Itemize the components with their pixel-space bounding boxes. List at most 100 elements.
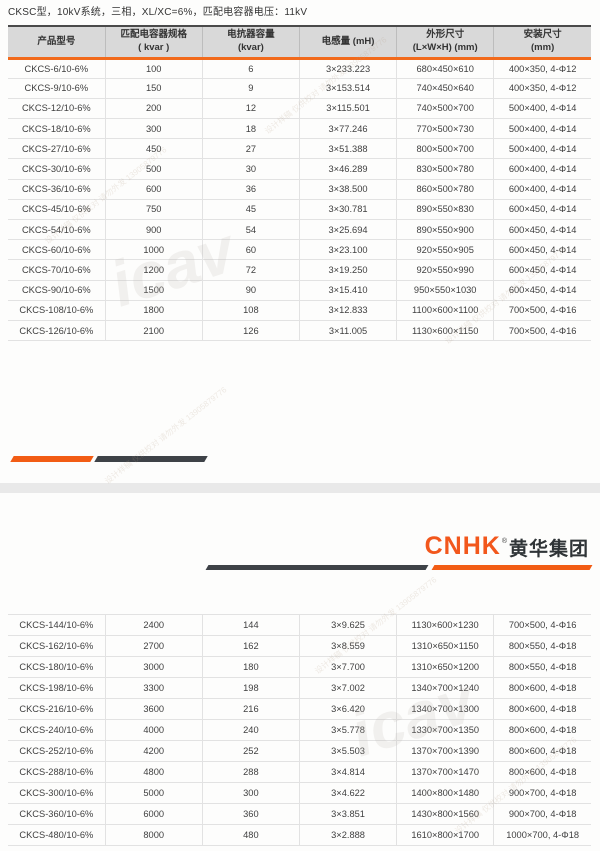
table-cell: 3×4.814 xyxy=(298,761,397,783)
table-cell: 144 xyxy=(201,614,300,636)
table-row: CKCS-162/10-6% 2700 162 3×8.559 1310×650×115… xyxy=(8,635,591,657)
table-cell: 162 xyxy=(201,635,300,657)
table-cell: 600×400, 4-Φ14 xyxy=(493,179,591,200)
table-cell: 1370×700×1390 xyxy=(396,740,494,762)
company-logo: CNHK ® 黄华集团 xyxy=(425,534,589,560)
table-cell: 680×450×610 xyxy=(396,58,494,79)
table-cell: 830×500×780 xyxy=(396,158,494,180)
table-cell: 450 xyxy=(104,138,203,160)
table-cell: 1000×700, 4-Φ18 xyxy=(493,824,591,846)
table-cell: 1400×800×1480 xyxy=(396,782,494,804)
table-cell: CKCS-480/10-6% xyxy=(8,824,106,846)
table-cell: CKCS-240/10-6% xyxy=(8,719,106,741)
table-cell: 252 xyxy=(201,740,300,762)
table-row: CKCS-126/10-6% 2100 126 3×11.005 1130×600×11… xyxy=(8,320,591,342)
table-cell: CKCS-27/10-6% xyxy=(8,138,106,160)
table-cell: 1310×650×1150 xyxy=(396,635,494,657)
table-cell: 1000 xyxy=(104,239,203,261)
table-cell: 3×4.622 xyxy=(298,782,397,804)
table-cell: 6000 xyxy=(104,803,203,825)
table-row: CKCS-9/10-6% 150 9 3×153.514 740×450×640 400×… xyxy=(8,78,591,99)
table-cell: 3×8.559 xyxy=(298,635,397,657)
table-cell: 890×550×900 xyxy=(396,219,494,241)
table-cell: 18 xyxy=(201,118,300,140)
column-header: 外形尺寸 (L×W×H) (mm) xyxy=(396,25,494,60)
spec-table-header: 产品型号 匹配电容器规格( kvar ) 电抗器容量 (kvar) 电感量 (mH) 外形… xyxy=(8,25,591,60)
logo-underline-dark xyxy=(205,565,429,570)
table-cell: 3×19.250 xyxy=(298,259,397,281)
table-cell: 1610×800×1700 xyxy=(396,824,494,846)
table-cell: 3×9.625 xyxy=(298,614,397,636)
table-row: CKCS-90/10-6% 1500 90 3×15.410 950×550×1030 6… xyxy=(8,280,591,301)
table-cell: 200 xyxy=(104,98,203,120)
table-cell: 3×77.246 xyxy=(298,118,397,140)
table-row: CKCS-216/10-6% 3600 216 3×6.420 1340×700×130… xyxy=(8,698,591,720)
table-cell: CKCS-300/10-6% xyxy=(8,782,106,804)
table-cell: 1130×600×1150 xyxy=(396,320,494,342)
registered-mark-icon: ® xyxy=(501,538,507,545)
table-row: CKCS-30/10-6% 500 30 3×46.289 830×500×780 600… xyxy=(8,158,591,180)
table-cell: 100 xyxy=(104,58,203,79)
table-cell: 500×400, 4-Φ14 xyxy=(493,118,591,140)
table-cell: CKCS-180/10-6% xyxy=(8,656,106,678)
table-cell: 2100 xyxy=(104,320,203,342)
table-cell: 288 xyxy=(201,761,300,783)
column-header: 安装尺寸 (mm) xyxy=(493,25,591,60)
table-row: CKCS-6/10-6% 100 6 3×233.223 680×450×610 400×… xyxy=(8,58,591,79)
table-cell: 800×550, 4-Φ18 xyxy=(493,635,591,657)
table-cell: 920×550×905 xyxy=(396,239,494,261)
table-cell: 1500 xyxy=(104,280,203,301)
table-cell: 3600 xyxy=(104,698,203,720)
table-cell: 1430×800×1560 xyxy=(396,803,494,825)
table-cell: 770×500×730 xyxy=(396,118,494,140)
table-cell: CKCS-6/10-6% xyxy=(8,58,106,79)
table-cell: 45 xyxy=(201,199,300,221)
table-cell: CKCS-126/10-6% xyxy=(8,320,106,342)
table-cell: 3×5.778 xyxy=(298,719,397,741)
table-cell: 4200 xyxy=(104,740,203,762)
table-cell: CKCS-70/10-6% xyxy=(8,259,106,281)
table-cell: 1100×600×1100 xyxy=(396,300,494,321)
table-cell: 600×400, 4-Φ14 xyxy=(493,158,591,180)
table-cell: 2400 xyxy=(104,614,203,636)
table-cell: 180 xyxy=(201,656,300,678)
table-row: CKCS-18/10-6% 300 18 3×77.246 770×500×730 500… xyxy=(8,118,591,140)
table-row: CKCS-45/10-6% 750 45 3×30.781 890×550×830 600… xyxy=(8,199,591,221)
table-cell: 3×15.410 xyxy=(298,280,397,301)
table-cell: 1200 xyxy=(104,259,203,281)
table-cell: 240 xyxy=(201,719,300,741)
table-cell: CKCS-9/10-6% xyxy=(8,78,106,99)
table-cell: 700×500, 4-Φ16 xyxy=(493,614,591,636)
table-cell: 150 xyxy=(104,78,203,99)
table-cell: 900 xyxy=(104,219,203,241)
table-cell: 800×600, 4-Φ18 xyxy=(493,677,591,699)
table-cell: 1310×650×1200 xyxy=(396,656,494,678)
table-cell: CKCS-198/10-6% xyxy=(8,677,106,699)
table-cell: 3×7.700 xyxy=(298,656,397,678)
table-cell: 36 xyxy=(201,179,300,200)
table-cell: 12 xyxy=(201,98,300,120)
table-cell: 3×6.420 xyxy=(298,698,397,720)
table-cell: 8000 xyxy=(104,824,203,846)
table-cell: 800×600, 4-Φ18 xyxy=(493,740,591,762)
table-cell: 108 xyxy=(201,300,300,321)
logo-underline-orange xyxy=(431,565,593,570)
table-cell: 216 xyxy=(201,698,300,720)
table-cell: 700×500, 4-Φ16 xyxy=(493,320,591,342)
table-cell: CKCS-252/10-6% xyxy=(8,740,106,762)
table-row: CKCS-300/10-6% 5000 300 3×4.622 1400×800×148… xyxy=(8,782,591,804)
table-cell: 480 xyxy=(201,824,300,846)
table-cell: 4800 xyxy=(104,761,203,783)
table-cell: 3×2.888 xyxy=(298,824,397,846)
table-cell: 3000 xyxy=(104,656,203,678)
table-cell: 3300 xyxy=(104,677,203,699)
table-cell: 3×30.781 xyxy=(298,199,397,221)
column-header: 电感量 (mH) xyxy=(298,25,397,60)
column-header: 产品型号 xyxy=(8,25,106,60)
table-cell: 500×400, 4-Φ14 xyxy=(493,138,591,160)
table-row: CKCS-240/10-6% 4000 240 3×5.778 1330×700×135… xyxy=(8,719,591,741)
table-cell: 500×400, 4-Φ14 xyxy=(493,98,591,120)
table-cell: 3×38.500 xyxy=(298,179,397,200)
table-cell: 90 xyxy=(201,280,300,301)
table-cell: CKCS-12/10-6% xyxy=(8,98,106,120)
